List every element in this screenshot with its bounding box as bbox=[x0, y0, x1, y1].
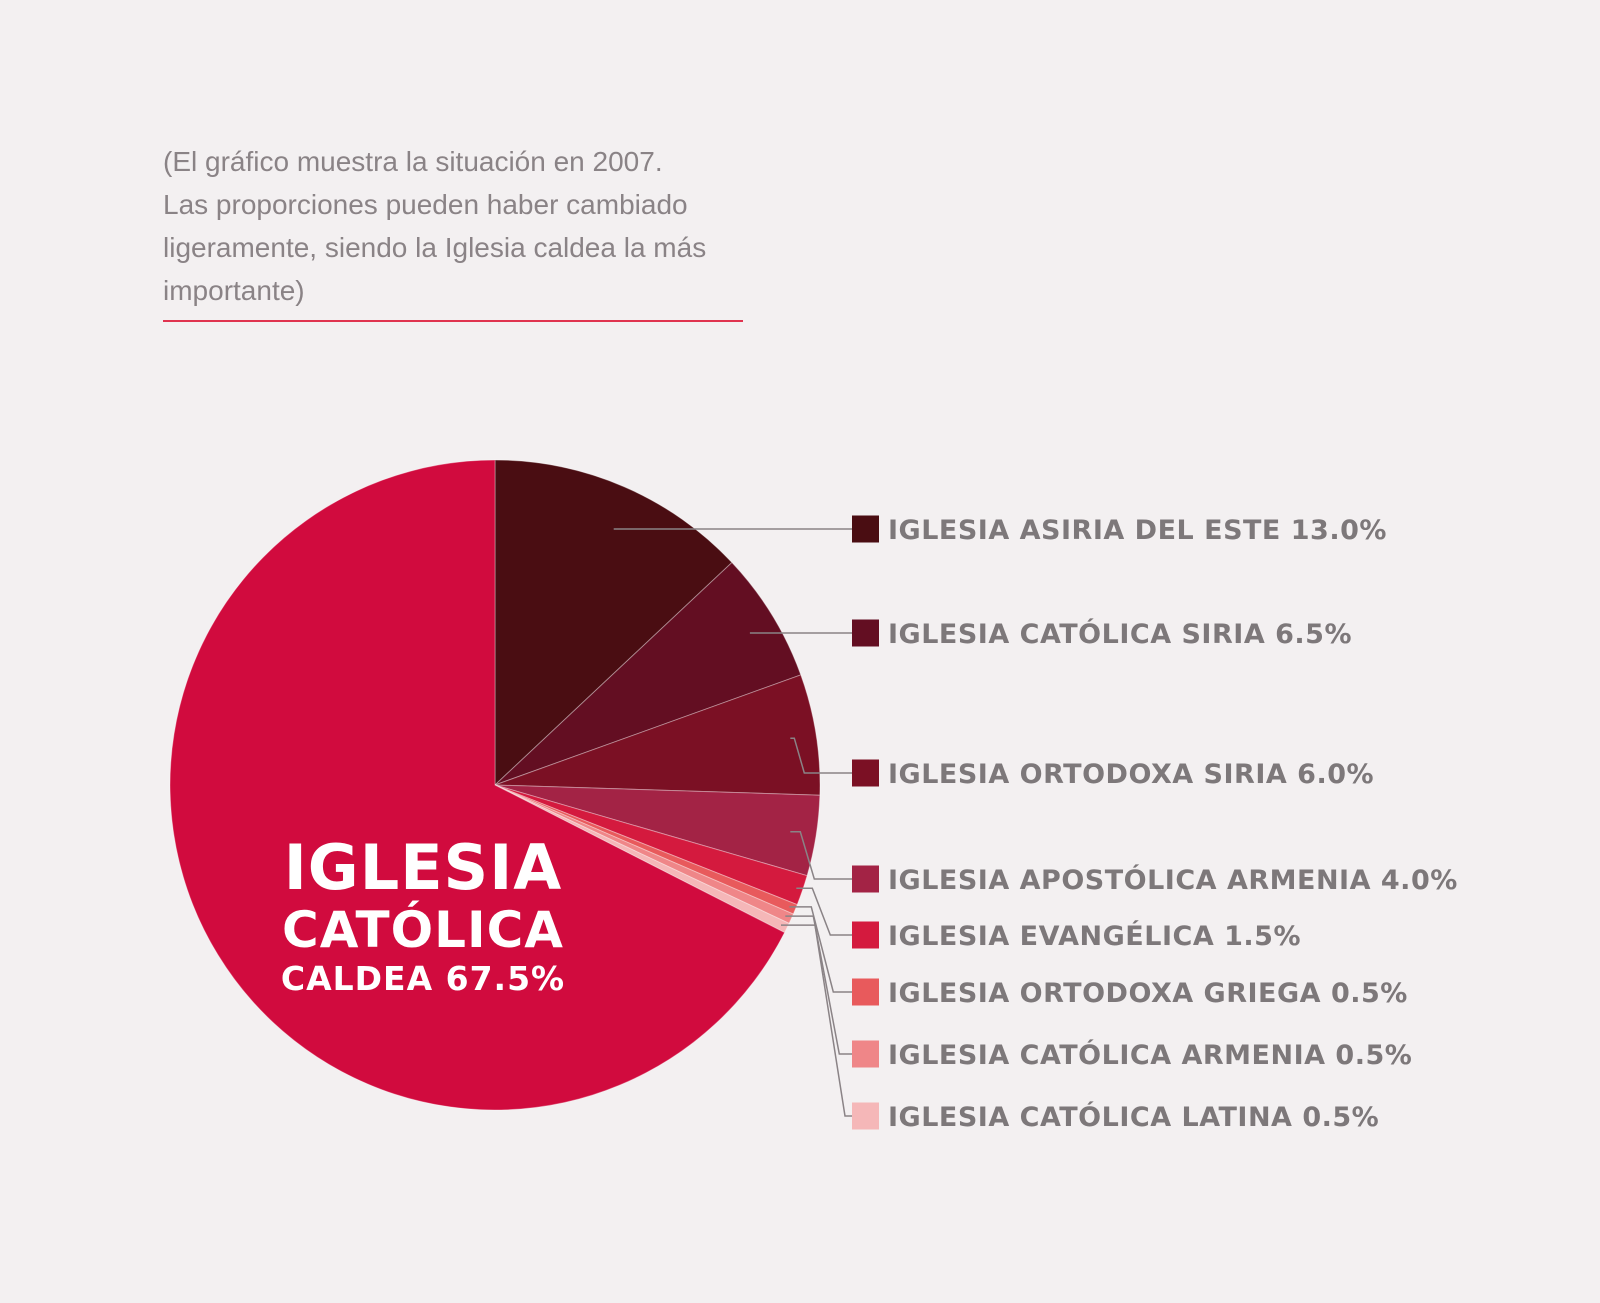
pie-slice bbox=[494, 674, 821, 796]
leader-line bbox=[790, 737, 852, 774]
pie-slice bbox=[494, 784, 821, 877]
center-label-line-3: CALDEA 67.5% bbox=[281, 959, 565, 998]
pie-slice bbox=[494, 459, 733, 787]
legend-swatch bbox=[852, 1040, 879, 1068]
legend-swatch bbox=[852, 759, 879, 787]
pie-slice bbox=[494, 784, 790, 934]
note-line: Las proporciones pueden haber cambiado bbox=[163, 189, 688, 220]
leader-line bbox=[789, 906, 852, 993]
note-line: (El gráfico muestra la situación en 2007… bbox=[163, 146, 663, 177]
legend-swatch bbox=[852, 865, 879, 893]
legend-label: IGLESIA APOSTÓLICA ARMENIA 4.0% bbox=[888, 864, 1458, 896]
note-line: importante) bbox=[163, 275, 305, 306]
leader-lines bbox=[613, 528, 852, 1117]
legend-swatch bbox=[852, 921, 879, 949]
legend-swatch bbox=[852, 1102, 879, 1130]
center-label: IGLESIA CATÓLICA CALDEA 67.5% bbox=[281, 831, 565, 998]
legend-swatch bbox=[852, 515, 879, 543]
legend-label: IGLESIA CATÓLICA ARMENIA 0.5% bbox=[888, 1039, 1412, 1071]
center-label-line-2: CATÓLICA bbox=[282, 900, 564, 959]
note-divider bbox=[163, 320, 743, 322]
chart-note: (El gráfico muestra la situación en 2007… bbox=[163, 140, 763, 312]
note-line: ligeramente, siendo la Iglesia caldea la… bbox=[163, 232, 707, 263]
pie-slice bbox=[169, 459, 786, 1111]
legend-swatch bbox=[852, 978, 879, 1006]
legend-label: IGLESIA ORTODOXA SIRIA 6.0% bbox=[888, 759, 1374, 790]
legend-label: IGLESIA CATÓLICA SIRIA 6.5% bbox=[888, 618, 1352, 650]
pie-slice bbox=[494, 784, 798, 915]
leader-line bbox=[790, 831, 852, 880]
leader-line bbox=[796, 887, 852, 936]
pie-slice bbox=[494, 784, 794, 925]
pie-slices bbox=[169, 459, 821, 1111]
pie-slice bbox=[494, 784, 808, 906]
center-label-line-1: IGLESIA bbox=[284, 831, 563, 904]
legend-swatch bbox=[852, 619, 879, 647]
legend: IGLESIA ASIRIA DEL ESTE 13.0% IGLESIA CAT… bbox=[852, 515, 1458, 1133]
legend-label: IGLESIA ASIRIA DEL ESTE 13.0% bbox=[888, 515, 1387, 546]
legend-label: IGLESIA EVANGÉLICA 1.5% bbox=[888, 920, 1301, 952]
pie-slice bbox=[494, 561, 802, 786]
legend-label: IGLESIA ORTODOXA GRIEGA 0.5% bbox=[888, 978, 1408, 1009]
leader-line bbox=[785, 915, 852, 1055]
legend-label: IGLESIA CATÓLICA LATINA 0.5% bbox=[888, 1101, 1379, 1133]
leader-line bbox=[781, 924, 852, 1117]
